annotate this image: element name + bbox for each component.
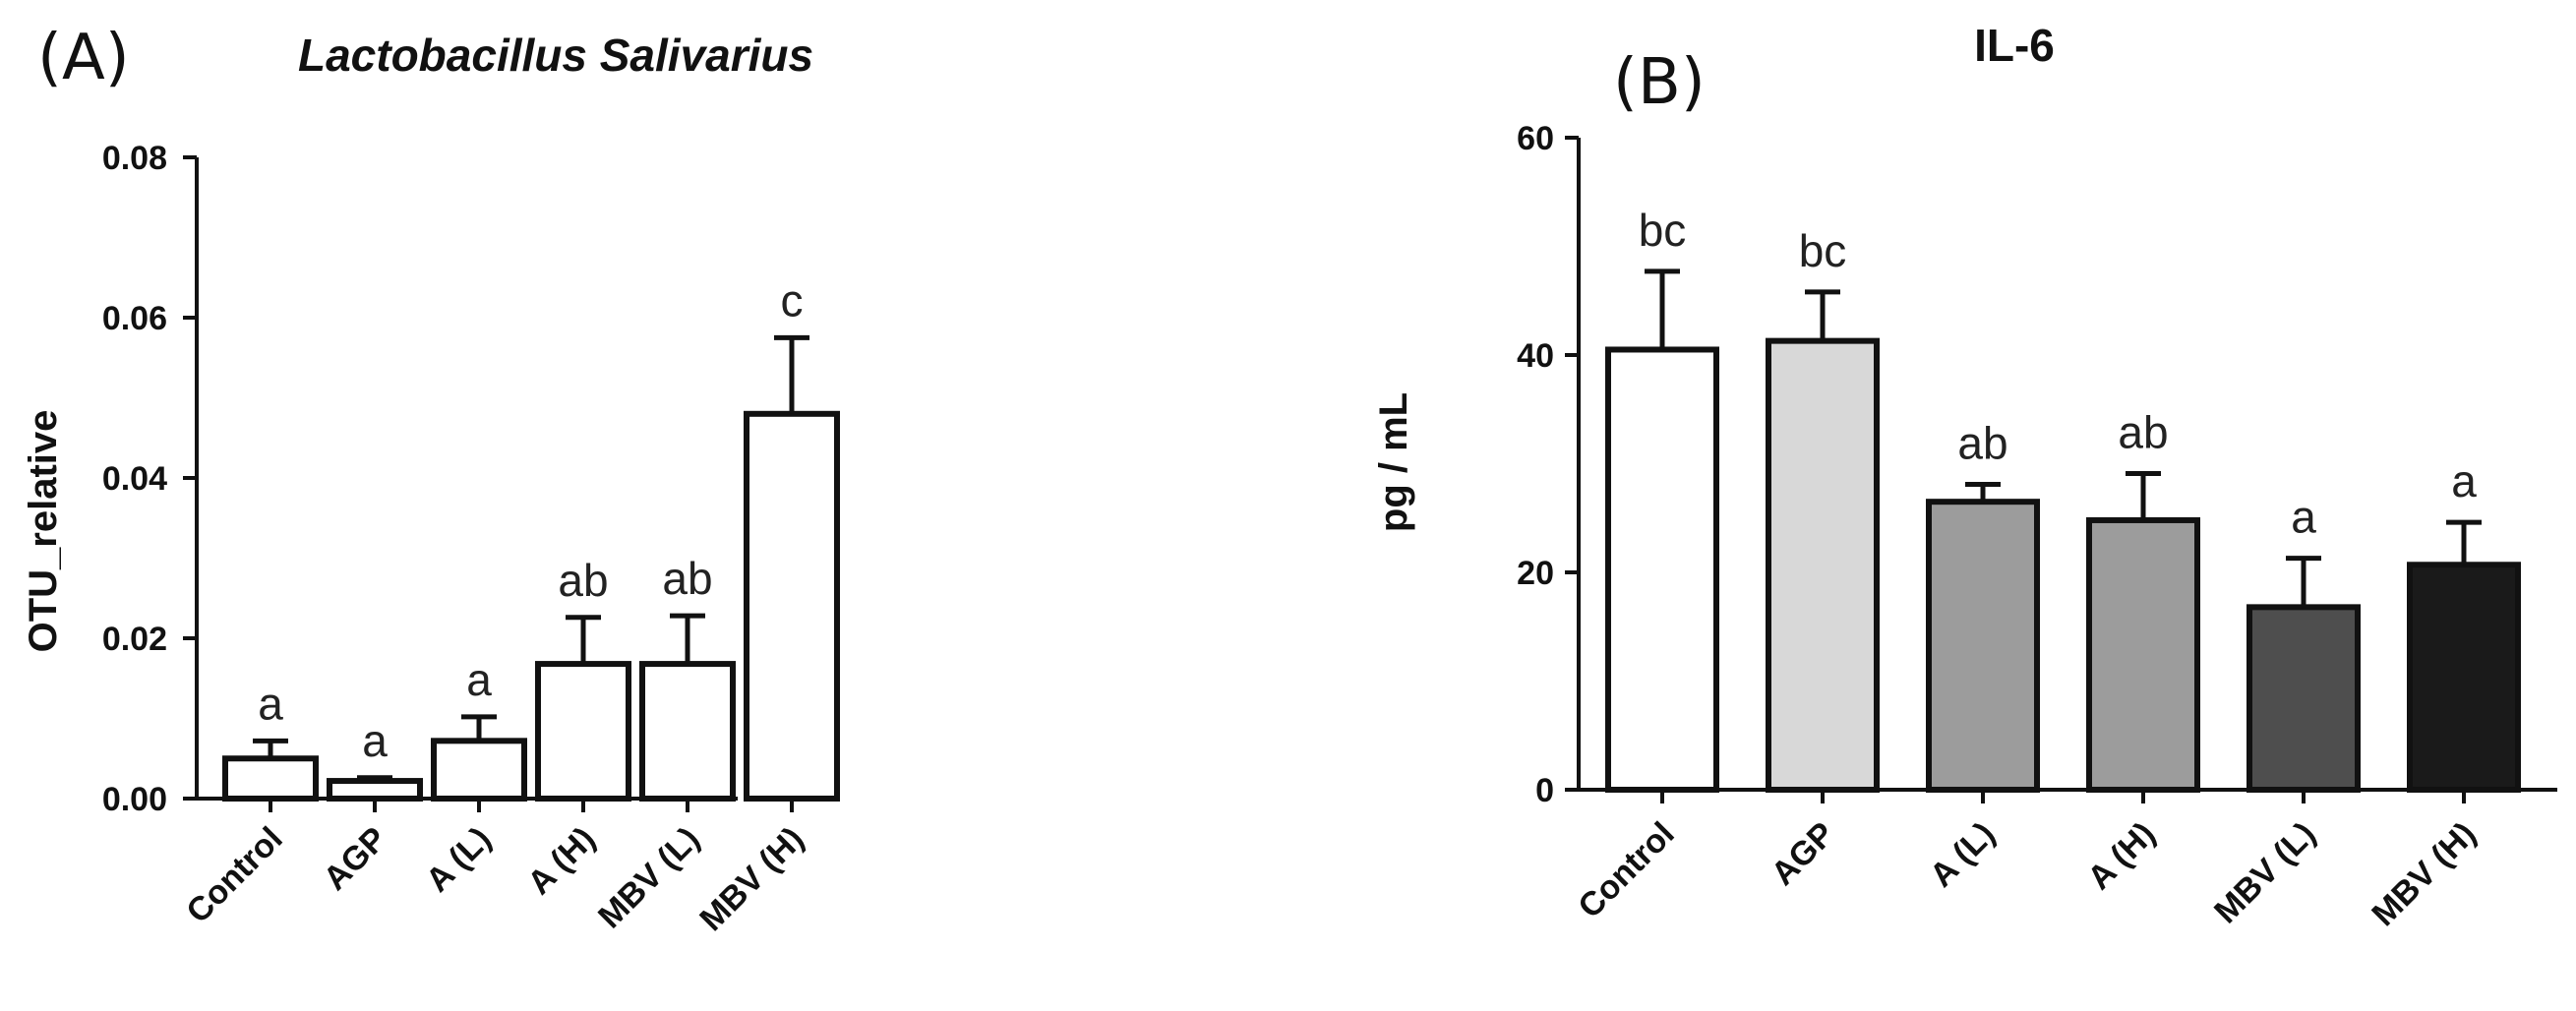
panel-a: (A) Lactobacillus Salivarius OTU_relativ… bbox=[22, 22, 840, 938]
panel-b-significance-label-5: a bbox=[2451, 455, 2477, 506]
panel-b-category-label-2: A (L) bbox=[1923, 815, 2003, 895]
panel-b-y-axis-label: pg / mL bbox=[1372, 392, 1415, 532]
panel-b-y-tick-label: 20 bbox=[1517, 555, 1554, 592]
panel-b-category-label-4: MBV (L) bbox=[2207, 815, 2323, 931]
panel-b-category-label-1: AGP bbox=[1765, 815, 1842, 893]
panel-b-bar-2 bbox=[1926, 499, 2040, 793]
panel-b-significance-label-4: a bbox=[2291, 492, 2316, 543]
panel-b-y-tick-label: 60 bbox=[1517, 120, 1554, 157]
panel-a-bar-5 bbox=[744, 410, 840, 802]
panel-a-bar-0 bbox=[222, 755, 319, 802]
panel-a-category-label-0: Control bbox=[179, 820, 289, 930]
panel-a-significance-label-5: c bbox=[781, 274, 804, 326]
panel-a-bar-1 bbox=[327, 778, 423, 803]
panel-a-significance-label-4: ab bbox=[662, 553, 712, 604]
panel-b-bars: bc bc ab ab a a bbox=[1605, 205, 2521, 794]
panel-b-y-tick-label: 0 bbox=[1535, 772, 1554, 809]
panel-a-bar-2 bbox=[431, 738, 527, 803]
panel-a-y-axis-label: OTU_relative bbox=[22, 410, 65, 653]
panel-a-category-label-2: A (L) bbox=[419, 820, 499, 900]
panel-b-letter: (B) bbox=[1613, 46, 1706, 119]
panel-b-significance-label-2: ab bbox=[1957, 417, 2007, 468]
panel-b-significance-label-3: ab bbox=[2118, 406, 2168, 457]
panel-b-bar-3 bbox=[2086, 516, 2200, 794]
panel-b-significance-label-1: bc bbox=[1799, 225, 1847, 276]
panel-a-y-tick-label: 0.06 bbox=[102, 300, 167, 337]
panel-b: (B) IL-6 pg / mL 0 20 40 60 Control AGP A (L) A… bbox=[1372, 20, 2557, 933]
panel-b-bar-1 bbox=[1766, 337, 1880, 793]
panel-a-significance-label-1: a bbox=[362, 715, 388, 766]
panel-a-y-tick-label: 0.00 bbox=[102, 781, 167, 818]
panel-b-y-tick-label: 40 bbox=[1517, 337, 1554, 375]
panel-a-bars: a a a ab ab c bbox=[222, 274, 840, 803]
panel-a-significance-label-2: a bbox=[466, 654, 492, 705]
panel-a-y-tick-label: 0.02 bbox=[102, 621, 167, 658]
panel-b-category-label-5: MBV (H) bbox=[2365, 815, 2483, 933]
panel-a-y-tick-label: 0.08 bbox=[102, 140, 167, 177]
panel-a-letter: (A) bbox=[37, 22, 130, 94]
panel-a-significance-label-0: a bbox=[258, 678, 283, 729]
panel-b-category-label-0: Control bbox=[1571, 815, 1681, 925]
panel-a-category-label-5: MBV (H) bbox=[692, 820, 810, 938]
panel-a-axes: 0.00 0.02 0.04 0.06 0.08 Control AGP A (L) A (H)… bbox=[102, 140, 811, 938]
panel-a-category-label-3: A (H) bbox=[520, 820, 602, 902]
panel-b-bar-0 bbox=[1605, 346, 1719, 793]
panel-a-bar-3 bbox=[535, 661, 631, 803]
panel-a-significance-label-3: ab bbox=[558, 555, 608, 606]
panel-b-bar-5 bbox=[2407, 562, 2521, 794]
panel-a-bar-4 bbox=[639, 661, 736, 803]
panel-b-title: IL-6 bbox=[1974, 20, 2055, 71]
panel-a-category-label-4: MBV (L) bbox=[591, 820, 707, 936]
panel-b-category-label-3: A (H) bbox=[2080, 815, 2162, 897]
panel-a-category-label-1: AGP bbox=[317, 820, 394, 898]
panel-b-significance-label-0: bc bbox=[1639, 205, 1687, 256]
panel-a-title: Lactobacillus Salivarius bbox=[298, 30, 813, 81]
panel-a-y-tick-label: 0.04 bbox=[102, 460, 167, 498]
panel-b-bar-4 bbox=[2247, 604, 2361, 793]
